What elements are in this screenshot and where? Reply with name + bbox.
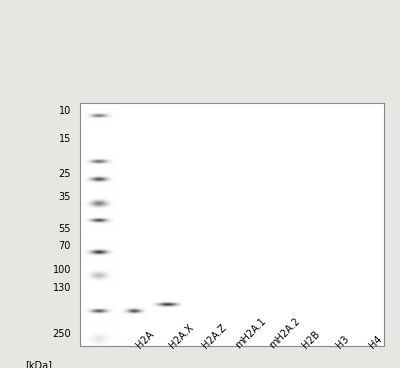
Text: 100: 100	[52, 265, 71, 275]
Text: mH2A.2: mH2A.2	[267, 316, 302, 351]
Text: [kDa]: [kDa]	[25, 361, 52, 368]
Text: 15: 15	[58, 134, 71, 144]
Text: 250: 250	[52, 329, 71, 339]
Text: 130: 130	[52, 283, 71, 293]
Text: 55: 55	[58, 224, 71, 234]
Text: mH2A.1: mH2A.1	[234, 316, 268, 351]
Text: 70: 70	[58, 241, 71, 251]
Text: H2A: H2A	[134, 329, 155, 351]
Text: H3: H3	[334, 334, 351, 351]
Text: 35: 35	[58, 192, 71, 202]
Text: H2A.Z: H2A.Z	[201, 323, 229, 351]
Text: 10: 10	[59, 106, 71, 116]
Text: H2A.X: H2A.X	[167, 323, 195, 351]
Text: 25: 25	[58, 169, 71, 179]
Text: H2B: H2B	[301, 329, 322, 351]
Text: H4: H4	[367, 334, 384, 351]
